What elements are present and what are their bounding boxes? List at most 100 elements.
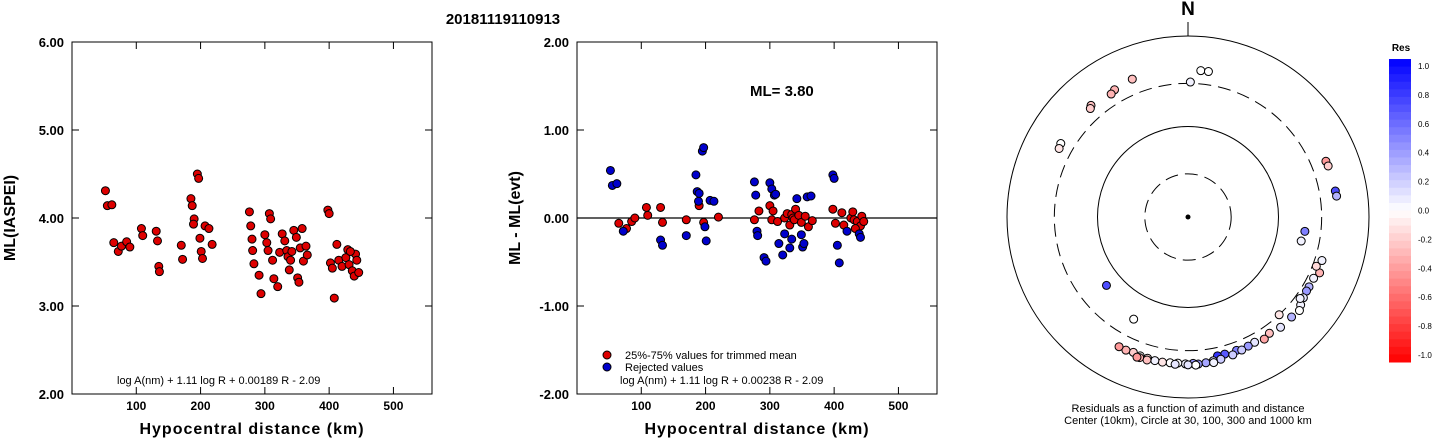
colorbar: Res 1.0 0.8 0.6 0.4 0.2 0.0 -0.2 -0.4 -0.6 -0.8 -1.… bbox=[1389, 43, 1432, 363]
rejected-point bbox=[799, 239, 809, 249]
residual-middle-panel: 100 200 300 400 500 -2.00 -1.00 0.00 1.00 2.00 Hyp… bbox=[507, 35, 938, 438]
station-point bbox=[1106, 89, 1116, 99]
station-point bbox=[1259, 334, 1269, 344]
colorbar-segment bbox=[1389, 74, 1411, 83]
trimmed-point bbox=[807, 216, 817, 226]
data-point bbox=[249, 259, 259, 269]
rejected-point bbox=[749, 177, 759, 187]
colorbar-segment bbox=[1389, 339, 1411, 348]
rejected-point bbox=[780, 229, 790, 239]
colorbar-segment bbox=[1389, 119, 1411, 128]
data-point bbox=[187, 201, 197, 211]
colorbar-tick-label: 1.0 bbox=[1418, 62, 1430, 71]
data-point bbox=[260, 230, 270, 240]
data-point bbox=[297, 224, 307, 234]
x-tick-label: 500 bbox=[888, 399, 908, 413]
colorbar-segment bbox=[1389, 149, 1411, 158]
colorbar-segment bbox=[1389, 233, 1411, 242]
colorbar-segment bbox=[1389, 316, 1411, 325]
rejected-point bbox=[842, 226, 852, 236]
colorbar-segment bbox=[1389, 81, 1411, 90]
colorbar-segment bbox=[1389, 165, 1411, 174]
data-point bbox=[329, 293, 339, 303]
colorbar-segment bbox=[1389, 301, 1411, 310]
legend-marker bbox=[602, 350, 612, 360]
station-point bbox=[1101, 280, 1111, 290]
y-tick-label: 2.00 bbox=[544, 35, 569, 50]
station-point bbox=[1085, 104, 1095, 114]
colorbar-segment bbox=[1389, 142, 1411, 151]
station-point bbox=[1250, 337, 1260, 347]
x-tick-label: 200 bbox=[191, 399, 211, 413]
station-point bbox=[1203, 67, 1213, 77]
y-axis-label: ML - ML(evt) bbox=[507, 171, 524, 265]
polar-caption-line2: Center (10km), Circle at 30, 100, 300 an… bbox=[1064, 415, 1312, 427]
trimmed-point bbox=[681, 215, 691, 225]
y-tick-label: 4.00 bbox=[39, 211, 64, 226]
data-point bbox=[254, 270, 264, 280]
data-point bbox=[352, 255, 362, 265]
x-axis-label: Hypocentral distance (km) bbox=[139, 421, 364, 438]
data-point bbox=[354, 268, 364, 278]
station-point bbox=[1142, 355, 1152, 365]
station-point bbox=[1300, 226, 1310, 236]
station-point bbox=[1323, 161, 1333, 171]
azimuth-polar-panel: N Residuals as a function of azimuth and … bbox=[1006, 0, 1370, 427]
data-point bbox=[204, 224, 214, 234]
station-point bbox=[1274, 310, 1284, 320]
colorbar-tick-label: 0.2 bbox=[1418, 178, 1430, 187]
rejected-point bbox=[778, 250, 788, 260]
x-tick-label: 500 bbox=[383, 399, 403, 413]
data-point bbox=[291, 232, 301, 242]
colorbar-segment bbox=[1389, 308, 1411, 318]
data-point bbox=[125, 242, 135, 252]
rejected-point bbox=[658, 240, 667, 250]
ml-annotation: ML= 3.80 bbox=[750, 83, 814, 100]
station-point bbox=[1196, 66, 1206, 76]
data-point bbox=[107, 200, 117, 210]
colorbar-segment bbox=[1389, 346, 1411, 355]
rejected-point bbox=[691, 170, 701, 180]
station-point bbox=[1114, 342, 1124, 352]
station-point bbox=[1209, 358, 1219, 368]
epicenter-dot bbox=[1185, 214, 1191, 220]
rejected-point bbox=[774, 239, 784, 249]
colorbar-segment bbox=[1389, 324, 1411, 333]
station-point bbox=[1157, 357, 1167, 367]
legend-label: 25%-75% values for trimmed mean bbox=[625, 350, 797, 362]
colorbar-segment bbox=[1389, 104, 1411, 113]
x-tick-label: 400 bbox=[319, 399, 339, 413]
data-point bbox=[100, 186, 110, 196]
station-point bbox=[1311, 261, 1321, 271]
trimmed-point bbox=[768, 206, 778, 216]
data-point bbox=[269, 274, 279, 284]
data-point bbox=[286, 255, 296, 265]
rejected-point bbox=[701, 236, 711, 246]
station-point bbox=[1185, 77, 1195, 87]
data-point bbox=[287, 246, 297, 256]
y-tick-label: 2.00 bbox=[39, 387, 64, 402]
colorbar-segment bbox=[1389, 354, 1411, 363]
y-axis-label: ML(IASPEI) bbox=[2, 175, 19, 261]
colorbar-segment bbox=[1389, 293, 1411, 302]
colorbar-segment bbox=[1389, 59, 1411, 68]
station-point bbox=[1276, 322, 1286, 332]
trimmed-point bbox=[658, 217, 667, 227]
rejected-point bbox=[834, 258, 844, 268]
colorbar-segment bbox=[1389, 172, 1411, 181]
trimmed-point bbox=[773, 217, 783, 227]
colorbar-tick-label: 0.6 bbox=[1418, 120, 1430, 129]
data-point bbox=[324, 209, 334, 219]
rejected-point bbox=[832, 240, 842, 250]
data-point bbox=[256, 289, 266, 299]
y-tick-label: 1.00 bbox=[544, 123, 569, 138]
rejected-point bbox=[612, 179, 622, 189]
plot-frame bbox=[71, 41, 433, 395]
data-point bbox=[194, 173, 204, 183]
colorbar-segment bbox=[1389, 187, 1411, 196]
rejected-point bbox=[856, 232, 865, 242]
colorbar-tick-label: -1.0 bbox=[1418, 351, 1432, 360]
station-point bbox=[1150, 356, 1160, 366]
